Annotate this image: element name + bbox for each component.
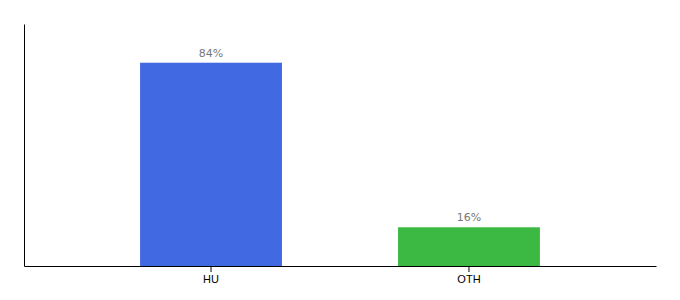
x-tick-mark	[468, 266, 469, 272]
data-label: 84%	[199, 47, 223, 60]
x-tick: OTH	[457, 266, 480, 285]
x-axis-line	[25, 266, 657, 267]
y-axis	[24, 25, 25, 267]
bars	[140, 63, 540, 266]
data-labels: 84% 16%	[199, 47, 481, 225]
bar	[140, 63, 282, 266]
x-axis: HU OTH	[25, 266, 657, 285]
x-tick-mark	[211, 266, 212, 272]
data-label: 16%	[457, 211, 481, 224]
plot: HU OTH 84% 16%	[25, 25, 657, 285]
x-tick: HU	[203, 266, 219, 285]
bar	[398, 227, 540, 266]
chart: HU OTH 84% 16%	[0, 0, 680, 300]
x-tick-label: HU	[203, 273, 219, 285]
x-tick-label: OTH	[457, 273, 480, 285]
y-axis-line	[24, 25, 25, 267]
